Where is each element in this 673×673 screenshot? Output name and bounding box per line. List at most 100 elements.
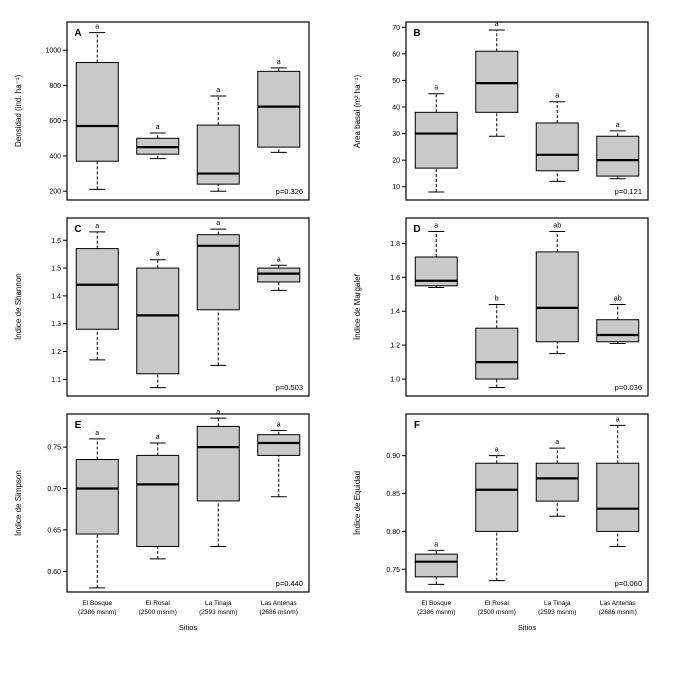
y-tick-label: 1.1	[51, 377, 61, 384]
x-category-label: Las Antenas	[261, 600, 298, 607]
y-tick-label: 1.5	[51, 266, 61, 273]
y-tick-label: 1.6	[390, 275, 400, 282]
plot-border	[66, 21, 310, 201]
significance-letter: a	[615, 122, 619, 129]
significance-letter: a	[555, 93, 559, 100]
panel-E-ylabel: Índice de Simpson	[14, 470, 23, 536]
y-tick-label: 800	[49, 83, 61, 90]
p-value-label: p=0.326	[276, 187, 303, 196]
y-tick-label: 400	[49, 153, 61, 160]
p-value-label: p=0.440	[276, 579, 303, 588]
panel-C-plot: 1.1 1.2 1.3 1.4 1.5 1.6 a a a a Cp=0.503	[51, 217, 310, 397]
y-tick-label: 600	[49, 118, 61, 125]
box-el-rosal: a	[136, 124, 180, 160]
significance-letter: a	[434, 223, 438, 230]
panel-letter: C	[74, 224, 81, 235]
x-category-label: Las Antenas	[599, 600, 636, 607]
y-tick-label: 200	[49, 189, 61, 196]
y-tick-label: 1.0	[390, 377, 400, 384]
box-el-bosque: a	[75, 223, 119, 361]
box-el-bosque: a	[414, 223, 458, 289]
panel-C-ylabel: Índice de Shannon	[14, 273, 23, 341]
significance-letter: a	[216, 220, 220, 227]
x-category-label: La Tinaja	[205, 600, 232, 607]
x-category-sublabel: (2686 msnm)	[260, 609, 298, 616]
panel-B-ylabel: Área basal (m² ha⁻¹)	[352, 74, 362, 148]
y-tick-label: 1.6	[51, 238, 61, 245]
panel-C: Índice de Shannon 1.1 1.2 1.3 1.4 1.5 1.6 a a a a…	[14, 210, 331, 404]
y-tick-label: 0.70	[47, 486, 61, 493]
significance-letter: ab	[553, 223, 561, 230]
x-category-label: La Tinaja	[544, 600, 571, 607]
x-category-sublabel: (2500 msnm)	[139, 609, 177, 616]
panel-letter: F	[413, 420, 419, 431]
x-category-label: El Rosal	[484, 600, 509, 607]
panel-D: Índice de Margalef 1.0 1.2 1.4 1.6 1.8 a b ab ab…	[353, 210, 670, 404]
x-category-sublabel: (2593 msnm)	[538, 609, 576, 616]
significance-letter: a	[277, 422, 281, 429]
y-tick-label: 30	[392, 131, 400, 138]
y-tick-label: 40	[392, 105, 400, 112]
significance-letter: a	[95, 24, 99, 31]
panel-F-plot: 0.75 0.80 0.85 0.90 a a a a Fp=0.060 El Bosque (23…	[386, 413, 649, 632]
panel-E-plot: 0.60 0.65 0.70 0.75 a a a a Ep=0.440 El Bosque (23…	[47, 409, 310, 632]
plot-border	[66, 217, 310, 397]
p-value-label: p=0.121	[614, 187, 641, 196]
panel-letter: E	[75, 420, 82, 431]
panel-A-plot: 200 400 600 800 1000 a a a a Ap=0.326	[45, 21, 310, 201]
y-tick-label: 0.90	[386, 453, 400, 460]
box-el-rosal: a	[474, 447, 518, 582]
x-category-sublabel: (2386 msnm)	[417, 609, 455, 616]
y-tick-label: 0.60	[47, 569, 61, 576]
significance-letter: a	[216, 87, 220, 94]
significance-letter: b	[494, 295, 498, 302]
significance-letter: a	[216, 409, 220, 416]
y-tick-label: 1000	[45, 48, 61, 55]
y-tick-label: 0.80	[386, 529, 400, 536]
x-category-label: El Bosque	[421, 600, 451, 607]
significance-letter: a	[615, 416, 619, 423]
significance-letter: a	[277, 59, 281, 66]
panel-B-plot: 10 20 30 40 50 60 70 a a a a Bp=0.121	[392, 21, 649, 201]
p-value-label: p=0.036	[614, 383, 641, 392]
y-tick-label: 0.65	[47, 527, 61, 534]
significance-letter: a	[494, 21, 498, 28]
box-las-antenas: a	[257, 256, 301, 291]
x-category-sublabel: (2500 msnm)	[477, 609, 515, 616]
p-value-label: p=0.503	[276, 383, 303, 392]
panel-grid: Densidad (ind. ha⁻¹) 200 400 600 800 1000 a a a…	[14, 14, 669, 646]
x-category-label: El Bosque	[82, 600, 112, 607]
plot-border	[66, 413, 310, 593]
significance-letter: a	[277, 256, 281, 263]
significance-letter: a	[156, 124, 160, 131]
plot-border	[404, 413, 649, 593]
panel-A: Densidad (ind. ha⁻¹) 200 400 600 800 1000 a a a…	[14, 14, 331, 208]
significance-letter: a	[95, 430, 99, 437]
panel-B: Área basal (m² ha⁻¹) 10 20 30 40 50 60 70 a a a a B…	[353, 14, 670, 208]
panel-D-ylabel: Índice de Margalef	[352, 274, 362, 340]
box-el-bosque: a	[75, 24, 119, 190]
y-tick-label: 0.75	[386, 567, 400, 574]
panel-letter: D	[413, 224, 420, 235]
box-el-rosal: a	[136, 251, 180, 389]
significance-letter: ab	[613, 295, 621, 302]
panel-A-ylabel: Densidad (ind. ha⁻¹)	[14, 74, 23, 148]
significance-letter: a	[156, 434, 160, 441]
plot-border	[404, 217, 649, 397]
box-la-tinaja: a	[535, 93, 579, 182]
box-las-antenas: a	[595, 122, 639, 180]
significance-letter: a	[494, 447, 498, 454]
plot-border	[404, 21, 649, 201]
box-la-tinaja: a	[196, 409, 240, 547]
y-tick-label: 1.2	[51, 349, 61, 356]
panel-letter: A	[74, 28, 81, 39]
box-el-rosal: a	[474, 21, 518, 137]
y-tick-label: 10	[392, 184, 400, 191]
y-tick-label: 1.4	[390, 309, 400, 316]
box-el-bosque: a	[75, 430, 119, 589]
box-el-bosque: a	[414, 541, 458, 585]
